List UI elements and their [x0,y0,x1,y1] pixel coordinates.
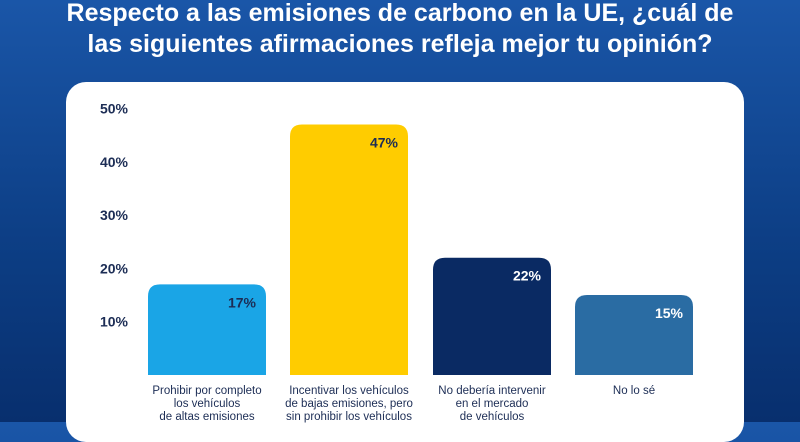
y-tick-label: 30% [100,207,129,223]
data-label: 15% [655,305,684,321]
category-label-line: de vehículos [459,411,525,423]
category-label: Prohibir por completo los vehículos de alt… [132,385,282,424]
category-label: No lo sé [559,385,709,398]
data-label: 17% [228,294,257,310]
data-label: 47% [370,134,399,150]
category-label-line: No debería intervenir [438,385,546,397]
chart-title: Respecto a las emisiones de carbono en l… [20,0,780,60]
title-line-1: Respecto a las emisiones de carbono en l… [66,0,734,27]
data-label: 22% [513,268,542,284]
y-tick-label: 10% [100,314,129,330]
category-label-line: Incentivar los vehículos [289,385,409,397]
category-label-line: en el mercado [455,398,529,410]
y-tick-label: 40% [100,154,129,170]
category-label-line: de altas emisiones [159,411,255,423]
title-line-2: las siguientes afirmaciones refleja mejo… [87,30,713,58]
y-tick-label: 50% [100,101,129,117]
category-label-line: sin prohibir los vehículos [286,411,412,423]
category-label: Incentivar los vehículos de bajas emision… [274,385,424,424]
bar [290,124,408,422]
category-label-line: No lo sé [612,385,656,397]
category-label: No debería intervenir en el mercado de veh… [417,385,567,424]
bar-chart: 10% 20% 30% 40% 50% 17% 47% 22% 15% [99,100,710,422]
category-label-line: Prohibir por completo [152,385,262,397]
category-label-line: de bajas emisiones, pero [285,398,413,410]
category-label-line: los vehículos [173,398,241,410]
y-tick-label: 20% [100,260,129,276]
baseline-mask [130,375,710,422]
